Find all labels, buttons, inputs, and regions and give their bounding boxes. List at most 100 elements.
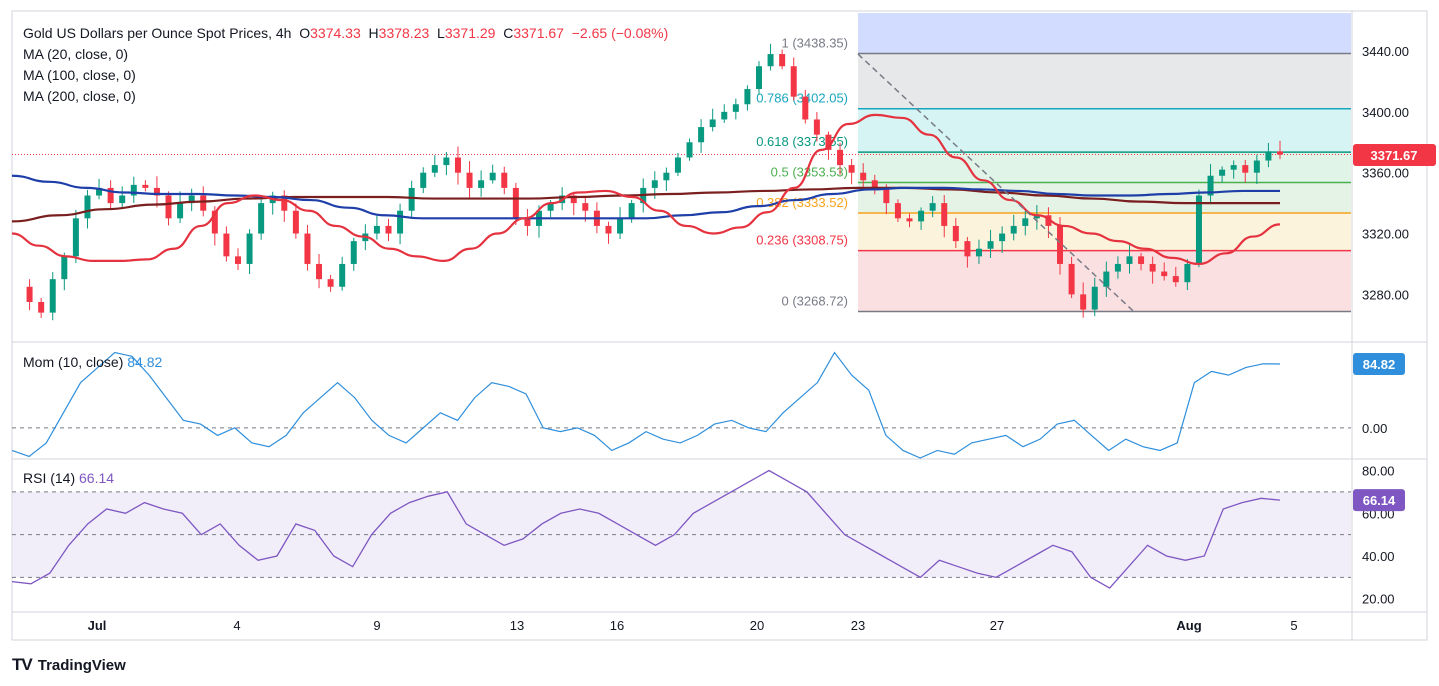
candle-up (732, 104, 739, 112)
fib-level-label: 0.786 (3402.05) (756, 91, 848, 106)
brand-name: TradingView (37, 656, 126, 674)
candle-up (1114, 263, 1121, 272)
fib-zone (858, 212, 1351, 251)
candle-up (1195, 195, 1202, 264)
candle-up (1265, 151, 1272, 161)
candle-up (651, 180, 658, 188)
candle-up (744, 89, 751, 105)
price-axis-tick: 3320.00 (1362, 227, 1409, 242)
candle-down (512, 187, 519, 219)
time-axis-tick: 9 (373, 618, 380, 633)
ma200-legend[interactable]: MA (200, close, 0) (23, 88, 136, 104)
fib-zone (858, 53, 1351, 109)
candle-down (1161, 271, 1168, 277)
candle-up (547, 203, 554, 211)
ma20-legend[interactable]: MA (20, close, 0) (23, 46, 129, 62)
momentum-value-tag (1353, 352, 1405, 375)
candle-up (420, 172, 427, 188)
candle-down (1045, 215, 1052, 226)
ma100-legend[interactable]: MA (100, close, 0) (23, 67, 136, 83)
candle-up (96, 187, 103, 196)
time-axis-tick: 13 (510, 618, 524, 633)
candle-down (223, 233, 230, 257)
low-value: 3371.29 (444, 25, 496, 41)
candle-down (837, 149, 844, 166)
last-price-tag-label: 3371.67 (1371, 148, 1418, 163)
candle-up (755, 66, 762, 90)
candle-up (258, 203, 265, 234)
candle-up (975, 248, 982, 257)
candle-up (431, 165, 438, 173)
candle-up (84, 195, 91, 219)
momentum-axis-tick: 0.00 (1362, 421, 1387, 436)
high-value: 3378.23 (378, 25, 430, 41)
candle-down (871, 180, 878, 188)
rsi-value-tag-label: 66.14 (1363, 493, 1396, 508)
tradingview-logo-icon: TV (12, 655, 33, 674)
time-axis-tick: 20 (750, 618, 764, 633)
candle-up (1010, 225, 1017, 234)
candle-up (397, 210, 404, 234)
momentum-label: Mom (10, close) (23, 354, 124, 370)
candle-up (1230, 165, 1237, 170)
rsi-value-tag (1353, 489, 1405, 512)
rsi-legend[interactable]: RSI (14) 66.14 (23, 470, 114, 486)
fib-level-label: 1 (3438.35) (782, 36, 849, 51)
candle-up (918, 210, 925, 222)
candle-down (316, 263, 323, 280)
candle-down (327, 279, 334, 287)
price-axis-tick: 3360.00 (1362, 166, 1409, 181)
candle-up (339, 263, 346, 287)
fib-zone (858, 152, 1351, 183)
candle-down (107, 187, 114, 204)
candle-down (825, 134, 832, 150)
fib-level-label: 0.236 (3308.75) (756, 233, 848, 248)
open-value: 3374.33 (310, 25, 361, 41)
candle-up (1103, 271, 1110, 287)
candle-up (1033, 215, 1040, 219)
time-axis-tick: 27 (990, 618, 1004, 633)
candle-down (234, 256, 241, 264)
close-value: 3371.67 (513, 25, 564, 41)
candle-up (987, 241, 994, 249)
high-label: H (368, 25, 379, 41)
candle-up (1207, 175, 1214, 196)
candle-up (373, 225, 380, 234)
candle-up (72, 218, 79, 257)
time-axis-tick: 5 (1290, 618, 1297, 633)
candle-down (501, 172, 508, 188)
candle-up (350, 241, 357, 264)
fib-level-label: 0.5 (3353.53) (771, 165, 848, 180)
time-axis-tick: Jul (88, 618, 107, 633)
candle-up (1184, 263, 1191, 283)
momentum-legend[interactable]: Mom (10, close) 84.82 (23, 354, 162, 370)
rsi-label: RSI (14) (23, 470, 76, 486)
candle-up (1022, 218, 1029, 226)
momentum-value: 84.82 (127, 354, 163, 370)
candle-down (1057, 225, 1064, 264)
candle-up (119, 195, 126, 204)
ohlc-legend: Gold US Dollars per Ounce Spot Prices, 4… (23, 23, 668, 43)
fib-level-label: 0.618 (3373.55) (756, 134, 848, 149)
last-price-tag (1353, 143, 1436, 166)
candle-down (165, 195, 172, 219)
candle-up (709, 119, 716, 128)
rsi-axis-tick: 20.00 (1362, 592, 1395, 607)
time-axis-tick: 4 (233, 618, 240, 633)
candle-down (779, 54, 786, 67)
fib-zone (858, 108, 1351, 153)
candle-up (177, 203, 184, 219)
momentum-line (11, 351, 1281, 459)
candle-up (246, 233, 253, 264)
candle-down (1080, 294, 1087, 310)
tradingview-brand[interactable]: TV TradingView (12, 655, 126, 675)
candle-down (848, 165, 855, 173)
candle-down (860, 172, 867, 181)
change-value: −2.65 (−0.08%) (571, 25, 669, 41)
candle-down (1172, 276, 1179, 283)
rsi-line (11, 469, 1281, 589)
price-axis-tick: 3400.00 (1362, 105, 1409, 120)
candle-up (1253, 160, 1260, 173)
candle-down (466, 172, 473, 188)
